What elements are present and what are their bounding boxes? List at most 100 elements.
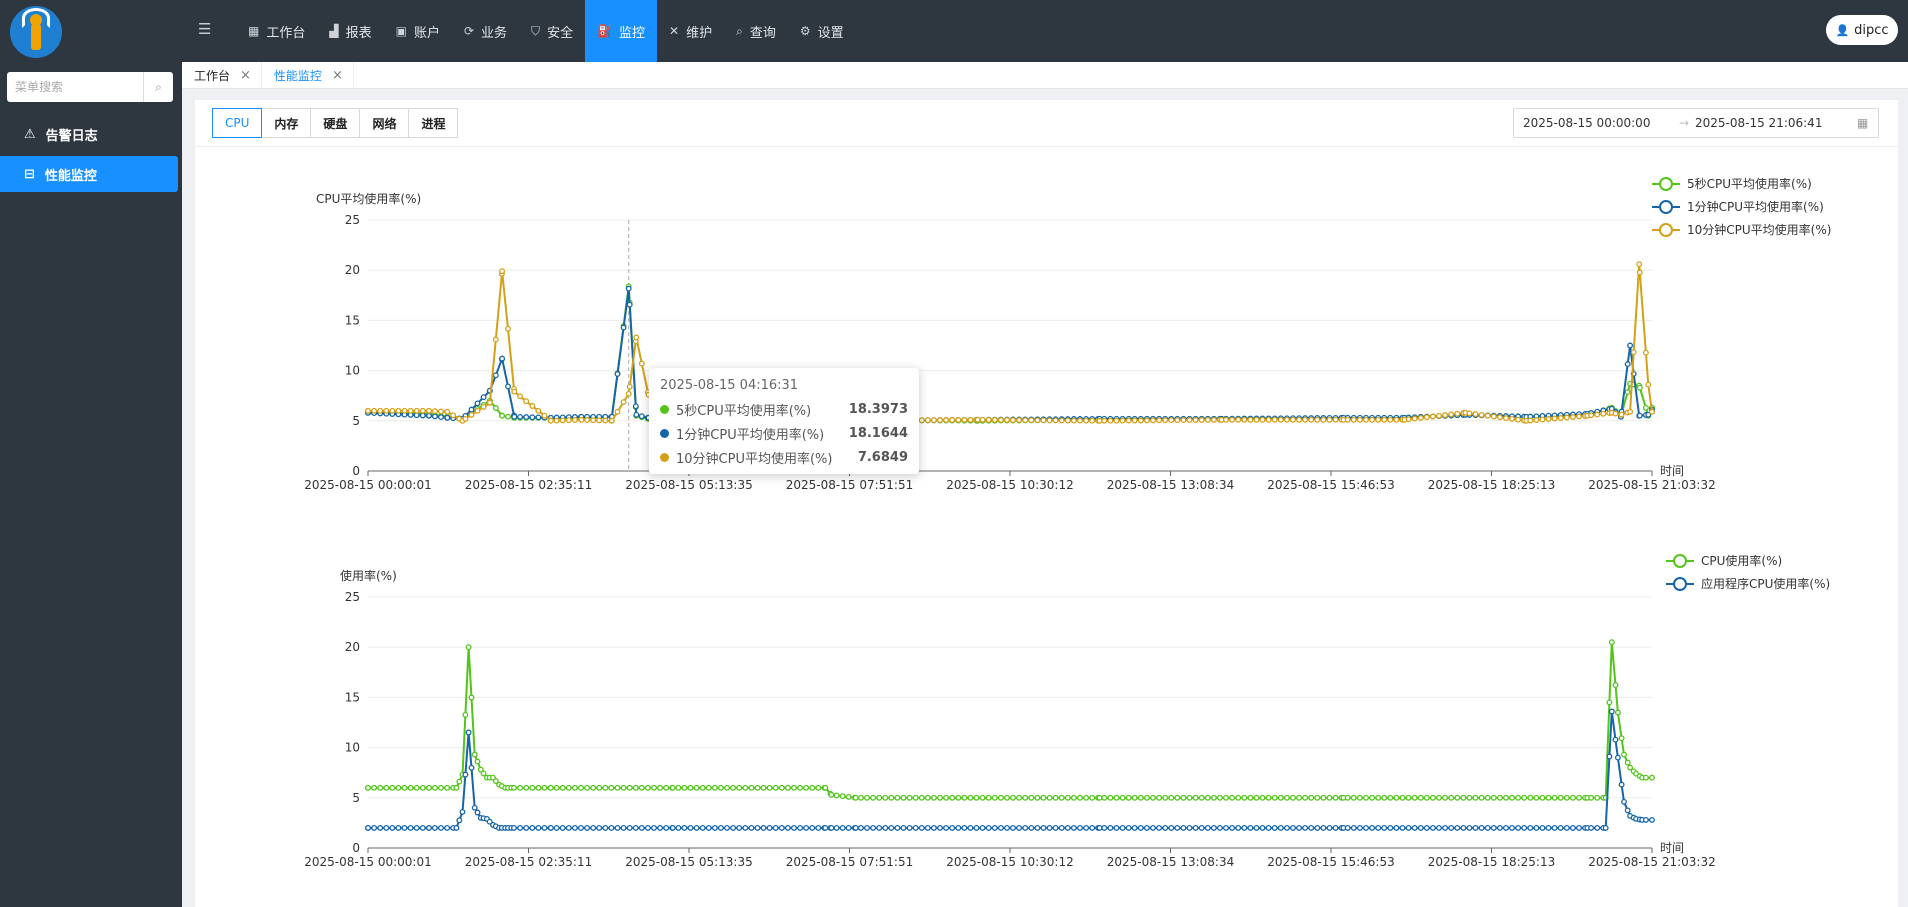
start-date[interactable]: 2025-08-15 00:00:00 <box>1523 116 1651 130</box>
data-point <box>1602 824 1609 831</box>
tab-network[interactable]: 网络 <box>359 108 410 138</box>
nav-item-4[interactable]: ⛉ 安全 <box>519 0 585 62</box>
data-point <box>1016 824 1023 831</box>
data-point <box>626 383 633 390</box>
search-icon[interactable]: ⌕ <box>143 72 173 102</box>
data-point <box>1563 794 1570 801</box>
nav-item-0[interactable]: ▦ 工作台 <box>236 0 317 62</box>
data-point <box>1423 414 1430 421</box>
end-date[interactable]: 2025-08-15 21:06:41 <box>1695 116 1823 130</box>
data-point <box>1624 759 1631 766</box>
data-point <box>760 784 767 791</box>
data-point <box>1174 794 1181 801</box>
close-icon[interactable]: × <box>331 67 343 83</box>
data-point <box>541 412 548 419</box>
data-point <box>1150 824 1156 831</box>
nav-item-label: 账户 <box>413 25 440 41</box>
data-point <box>1216 794 1223 801</box>
data-point <box>1515 794 1522 801</box>
data-point <box>791 784 797 791</box>
date-range-picker[interactable]: 2025-08-15 00:00:00 → 2025-08-15 21:06:4… <box>1513 108 1879 138</box>
calendar-icon[interactable]: ▦ <box>1857 116 1869 130</box>
x-tick-label: 2025-08-15 15:46:53 <box>1267 855 1394 869</box>
data-point <box>1429 824 1436 831</box>
data-point <box>1612 736 1619 743</box>
data-point <box>766 784 773 791</box>
data-point <box>365 824 371 831</box>
data-point <box>1551 824 1558 831</box>
data-point <box>736 784 743 791</box>
nav-item-1[interactable]: ▟ 报表 <box>317 0 383 62</box>
data-point <box>535 784 542 791</box>
data-point <box>1417 824 1424 831</box>
data-point <box>1296 824 1303 831</box>
nav-item-label: 维护 <box>686 25 713 41</box>
menu-toggle-icon[interactable]: ☰ <box>198 20 212 38</box>
data-point <box>822 784 829 791</box>
close-icon[interactable]: × <box>240 67 251 83</box>
nav-item-8[interactable]: ⚙ 设置 <box>788 0 856 62</box>
nav-item-6[interactable]: ✕ 维护 <box>657 0 724 62</box>
data-point <box>383 784 390 791</box>
tab-performance[interactable]: 性能监控 × <box>262 62 354 88</box>
data-point <box>1265 794 1272 801</box>
data-point <box>1484 794 1491 801</box>
data-point <box>1484 824 1491 831</box>
data-point <box>1229 794 1236 801</box>
data-point <box>852 794 859 801</box>
data-point <box>1608 708 1615 715</box>
data-point <box>778 784 785 791</box>
data-point <box>1204 794 1211 801</box>
tab-disk[interactable]: 硬盘 <box>310 108 361 138</box>
data-point <box>1302 416 1309 423</box>
tab-cpu[interactable]: CPU <box>212 108 263 138</box>
data-point <box>1594 411 1601 418</box>
data-point <box>1198 417 1205 423</box>
data-point <box>1229 824 1236 831</box>
data-point <box>1417 414 1424 421</box>
data-point <box>943 417 950 424</box>
data-point <box>1143 794 1150 801</box>
tab-workbench[interactable]: 工作台 × <box>182 62 262 88</box>
data-point <box>1503 824 1509 831</box>
data-point <box>784 784 791 791</box>
sidebar-item-alarm-log[interactable]: ⚠ 告警日志 <box>0 116 178 152</box>
data-point <box>991 416 998 423</box>
data-point <box>693 824 700 831</box>
data-point <box>1235 416 1242 423</box>
user-button[interactable]: 👤 dipcc <box>1826 15 1898 45</box>
data-point <box>1557 415 1564 421</box>
data-point <box>979 794 986 801</box>
data-point <box>997 824 1004 831</box>
data-point <box>1107 794 1114 801</box>
data-point <box>1436 824 1442 831</box>
menu-search-input[interactable] <box>7 72 143 102</box>
nav-item-5[interactable]: ⛽ 监控 <box>585 0 658 62</box>
data-point <box>1210 794 1217 801</box>
data-point <box>1040 824 1047 831</box>
data-point <box>1143 417 1150 424</box>
data-point <box>803 824 810 831</box>
data-point <box>377 824 384 831</box>
nav-item-3[interactable]: ⟳ 业务 <box>452 0 519 62</box>
data-point <box>711 784 718 791</box>
data-point <box>912 824 919 831</box>
data-point <box>1448 824 1455 831</box>
data-point <box>900 824 907 831</box>
nav-item-7[interactable]: ⌕ 查询 <box>724 0 788 62</box>
x-tick-label: 2025-08-15 18:25:13 <box>1428 855 1555 869</box>
sidebar-item-performance[interactable]: ⊟ 性能监控 <box>0 156 178 192</box>
nav-item-2[interactable]: ▣ 账户 <box>384 0 452 62</box>
data-point <box>1576 824 1582 831</box>
tab-process[interactable]: 进程 <box>408 108 459 138</box>
data-point <box>535 414 542 421</box>
tab-memory[interactable]: 内存 <box>261 108 312 138</box>
data-point <box>1052 824 1059 831</box>
x-tick-label: 2025-08-15 02:35:11 <box>465 478 592 492</box>
data-point <box>924 794 931 801</box>
data-point <box>1393 824 1400 831</box>
data-point <box>687 824 694 831</box>
data-point <box>717 824 724 831</box>
data-point <box>1040 417 1047 424</box>
data-point <box>1004 824 1010 831</box>
